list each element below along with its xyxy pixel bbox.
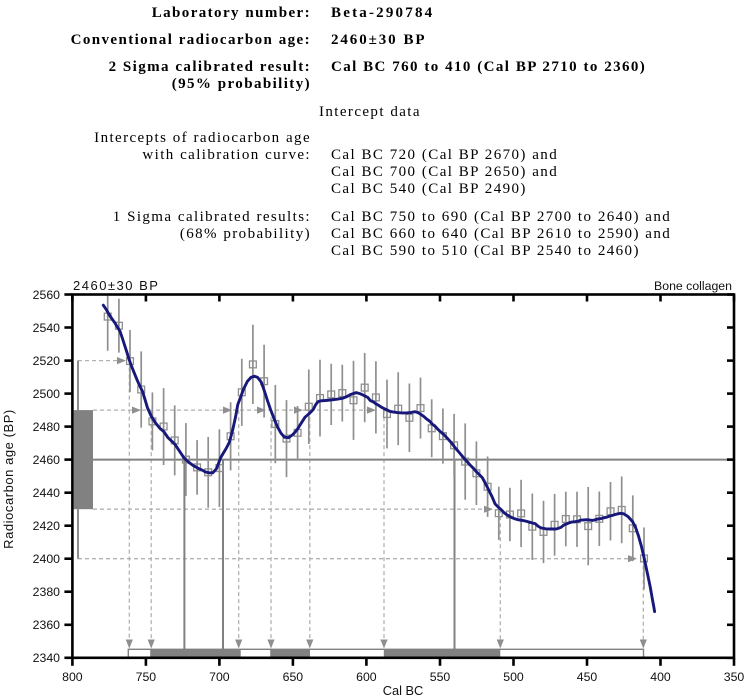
svg-text:2480: 2480	[33, 420, 61, 434]
svg-text:2340: 2340	[33, 651, 61, 665]
svg-text:Bone collagen: Bone collagen	[654, 279, 732, 293]
svg-text:2380: 2380	[33, 585, 61, 599]
svg-text:2500: 2500	[33, 387, 61, 401]
svg-text:2400: 2400	[33, 552, 61, 566]
svg-text:2460±30 BP: 2460±30 BP	[73, 278, 159, 293]
svg-text:2560: 2560	[33, 288, 61, 302]
svg-text:Cal BC: Cal BC	[383, 683, 424, 697]
svg-text:2420: 2420	[33, 519, 61, 533]
svg-text:800: 800	[62, 670, 83, 684]
svg-text:550: 550	[430, 670, 451, 684]
svg-text:2460: 2460	[33, 453, 61, 467]
svg-text:2360: 2360	[33, 618, 61, 632]
svg-text:600: 600	[356, 670, 377, 684]
svg-text:700: 700	[209, 670, 230, 684]
svg-text:650: 650	[283, 670, 304, 684]
svg-text:Radiocarbon age (BP): Radiocarbon age (BP)	[1, 409, 16, 549]
svg-text:750: 750	[136, 670, 157, 684]
svg-text:500: 500	[503, 670, 524, 684]
svg-text:400: 400	[650, 670, 671, 684]
svg-text:2540: 2540	[33, 321, 61, 335]
svg-text:2440: 2440	[33, 486, 61, 500]
svg-text:350: 350	[724, 670, 745, 684]
svg-text:450: 450	[577, 670, 598, 684]
svg-text:2520: 2520	[33, 354, 61, 368]
